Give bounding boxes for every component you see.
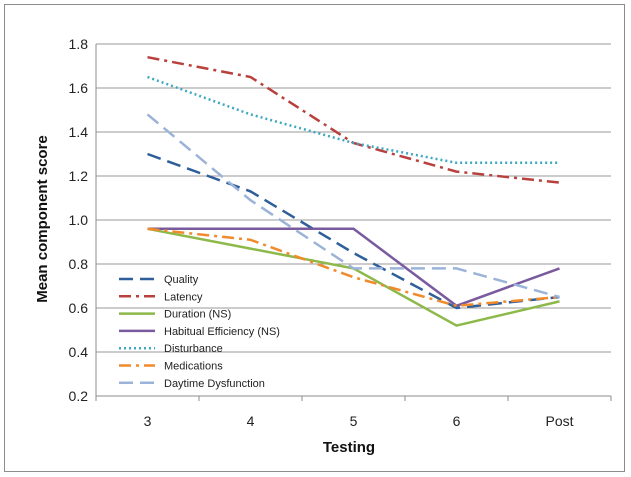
legend-label: Disturbance	[164, 343, 223, 355]
x-axis-title: Testing	[323, 439, 375, 456]
series-line-disturbance	[147, 75, 560, 165]
chart-frame: 0.2 0.4 0.6 0.8 1.0 1.2 1.4 1.6 1.8 3 4 5 6 Post Qua…	[4, 4, 625, 472]
y-tick-label: 0.2	[69, 388, 89, 404]
x-axis-ticks: 3 4 5 6 Post	[95, 396, 612, 429]
legend-label: Latency	[164, 291, 203, 303]
y-tick-label: 0.4	[69, 344, 89, 360]
x-tick-label: 5	[350, 413, 358, 429]
legend: Quality Latency Duration (NS) Habitual Effi…	[119, 274, 280, 390]
y-tick-label: 0.8	[69, 256, 89, 272]
line-chart: 0.2 0.4 0.6 0.8 1.0 1.2 1.4 1.6 1.8 3 4 5 6 Post Qua…	[34, 36, 612, 456]
y-tick-label: 1.4	[69, 124, 89, 140]
series-lines	[146, 55, 560, 327]
x-tick-label: 6	[453, 413, 461, 429]
y-tick-label: 1.2	[69, 168, 89, 184]
series-line-medications	[147, 227, 560, 308]
y-tick-label: 1.0	[69, 212, 89, 228]
x-tick-label: 4	[247, 413, 255, 429]
x-tick-label: Post	[545, 413, 573, 429]
series-line-daytime-dysfunction	[146, 113, 560, 299]
y-axis-title: Mean component score	[34, 135, 51, 303]
y-tick-label: 0.6	[69, 300, 89, 316]
y-tick-label: 1.8	[69, 36, 89, 52]
legend-label: Quality	[164, 274, 199, 286]
legend-label: Medications	[164, 361, 223, 373]
x-tick-label: 3	[144, 413, 152, 429]
legend-label: Duration (NS)	[164, 309, 231, 321]
gridlines	[95, 43, 611, 397]
series-line-quality	[147, 152, 560, 310]
series-line-habitual-efficiency-ns	[147, 227, 560, 308]
series-line-latency	[147, 55, 560, 184]
y-tick-label: 1.6	[69, 80, 89, 96]
legend-label: Habitual Efficiency (NS)	[164, 326, 280, 338]
y-axis-ticks: 0.2 0.4 0.6 0.8 1.0 1.2 1.4 1.6 1.8	[69, 36, 89, 404]
legend-label: Daytime Dysfunction	[164, 378, 265, 390]
